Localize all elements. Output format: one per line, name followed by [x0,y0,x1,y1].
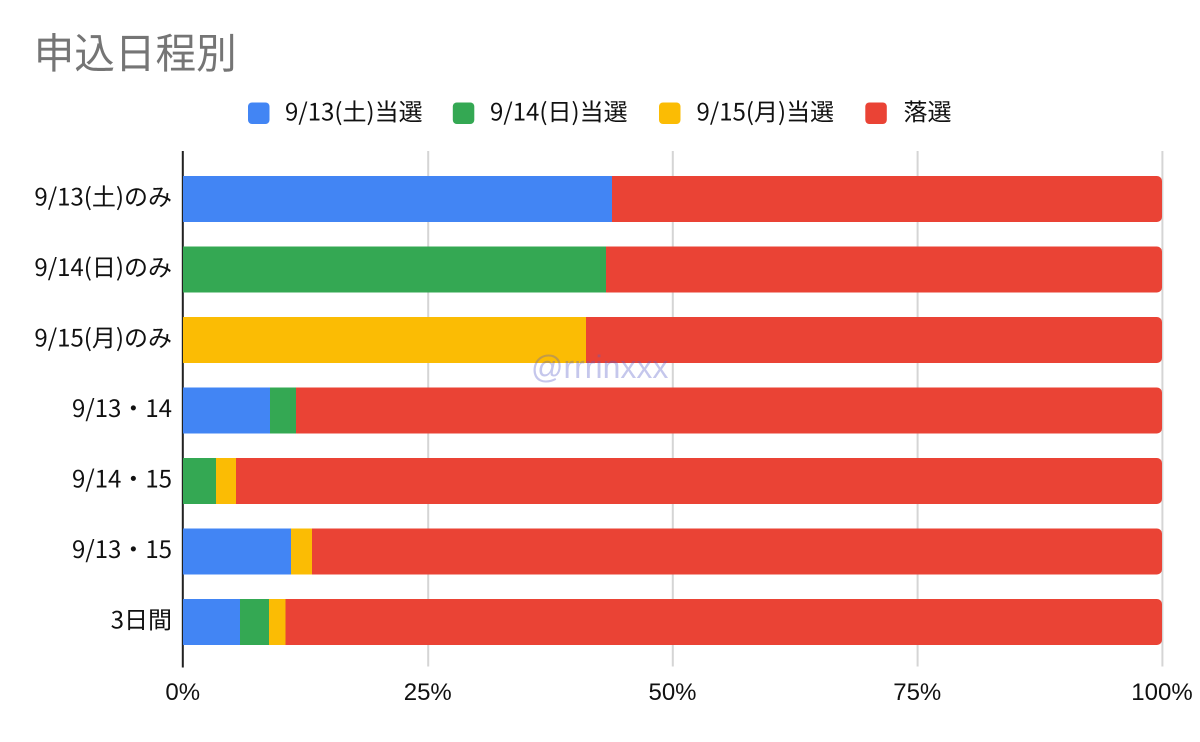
svg-text:100%: 100% [1131,679,1192,706]
svg-text:0%: 0% [165,679,200,706]
svg-text:75%: 75% [893,679,941,706]
svg-text:50%: 50% [648,679,696,706]
svg-text:25%: 25% [404,679,452,706]
svg-text:@rrrinxxx: @rrrinxxx [531,349,668,385]
